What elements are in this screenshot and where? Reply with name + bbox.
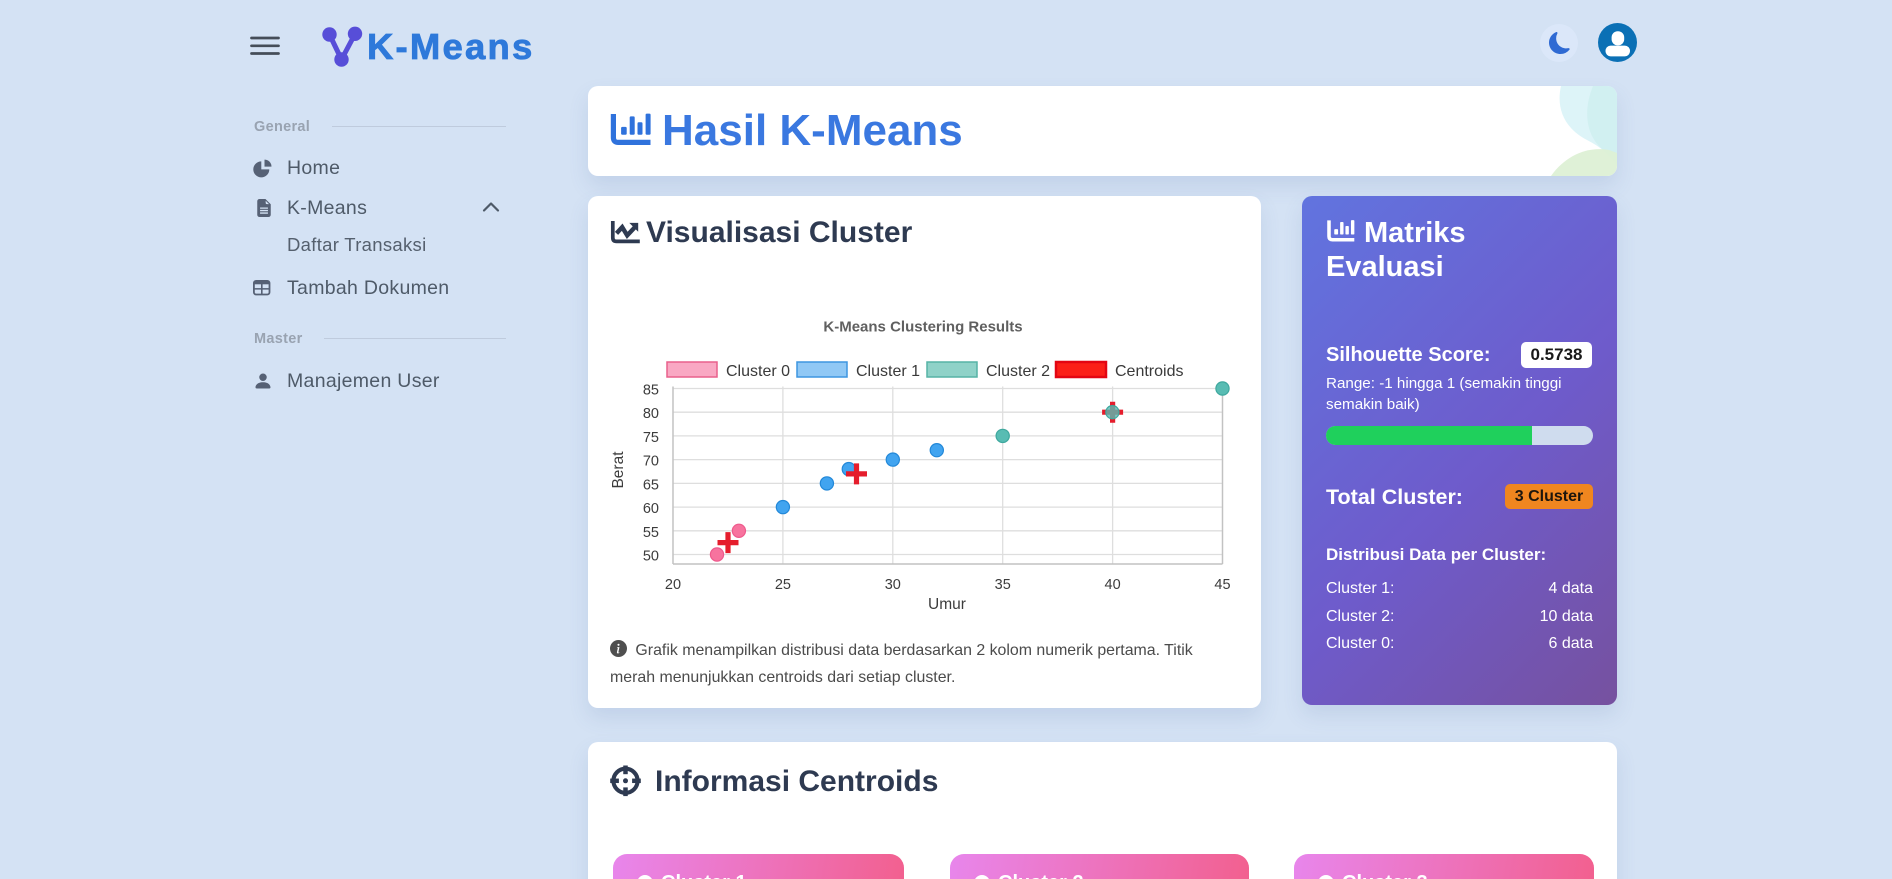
- svg-text:Cluster 1: Cluster 1: [856, 363, 920, 380]
- svg-text:45: 45: [1214, 577, 1230, 593]
- svg-text:50: 50: [643, 549, 659, 565]
- svg-text:25: 25: [775, 577, 791, 593]
- svg-text:Umur: Umur: [928, 596, 966, 613]
- svg-text:60: 60: [643, 501, 659, 517]
- svg-text:20: 20: [665, 577, 681, 593]
- svg-text:Cluster 0: Cluster 0: [726, 363, 790, 380]
- svg-text:65: 65: [643, 477, 659, 493]
- svg-text:Centroids: Centroids: [1115, 363, 1183, 380]
- svg-text:30: 30: [885, 577, 901, 593]
- svg-text:85: 85: [643, 383, 659, 399]
- svg-text:70: 70: [643, 454, 659, 470]
- svg-text:80: 80: [643, 406, 659, 422]
- svg-text:Cluster 2: Cluster 2: [986, 363, 1050, 380]
- svg-text:40: 40: [1105, 577, 1121, 593]
- svg-text:55: 55: [643, 525, 659, 541]
- svg-text:Berat: Berat: [610, 451, 627, 489]
- svg-text:35: 35: [995, 577, 1011, 593]
- svg-text:K-Means Clustering Results: K-Means Clustering Results: [823, 319, 1022, 336]
- svg-text:75: 75: [643, 430, 659, 446]
